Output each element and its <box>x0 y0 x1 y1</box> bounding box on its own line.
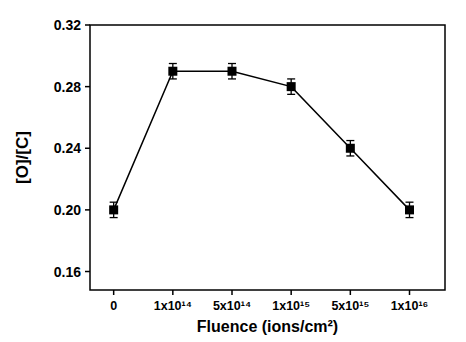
x-tick-label: 5x10¹⁴ <box>213 299 251 313</box>
error-cap <box>228 78 236 79</box>
data-point <box>287 82 296 91</box>
error-cap <box>228 63 236 64</box>
data-point <box>346 144 355 153</box>
error-cap <box>287 94 295 95</box>
error-bar <box>287 79 295 94</box>
data-point <box>228 67 237 76</box>
y-tick <box>85 148 90 150</box>
x-tick-label: 1x10¹⁵ <box>272 299 310 313</box>
x-tick <box>409 290 411 295</box>
data-point <box>168 67 177 76</box>
chart: 0.16 0.20 0.24 0.28 0.32 0 1x10¹⁴ 5x10¹⁴ 1x10¹⁵ 5… <box>0 0 466 342</box>
x-tick <box>172 290 174 295</box>
error-cap <box>287 78 295 79</box>
y-tick-label: 0.24 <box>54 140 81 156</box>
x-tick-label: 5x10¹⁵ <box>331 299 369 313</box>
error-bar <box>406 202 414 217</box>
y-tick-label: 0.28 <box>54 79 81 95</box>
y-axis-label: [O]/[C] <box>13 131 32 184</box>
error-bar <box>169 64 177 79</box>
error-cap <box>169 78 177 79</box>
x-tick <box>290 290 292 295</box>
error-cap <box>346 155 354 156</box>
data-line <box>114 71 410 210</box>
error-bar <box>228 64 236 79</box>
y-tick <box>85 86 90 88</box>
y-tick <box>85 24 90 26</box>
error-cap <box>110 217 118 218</box>
plot-area <box>109 64 414 218</box>
x-tick-label: 1x10¹⁴ <box>154 299 192 313</box>
y-tick-label: 0.20 <box>54 202 81 218</box>
plot-frame <box>90 25 445 290</box>
data-point <box>109 205 118 214</box>
x-tick <box>350 290 352 295</box>
y-tick-label: 0.16 <box>54 264 81 280</box>
y-tick <box>85 271 90 273</box>
error-bar <box>110 202 118 217</box>
x-tick-label: 1x10¹⁶ <box>391 299 429 313</box>
error-bar <box>346 141 354 156</box>
error-cap <box>346 140 354 141</box>
data-point <box>405 205 414 214</box>
error-cap <box>406 217 414 218</box>
error-cap <box>169 63 177 64</box>
x-tick <box>113 290 115 295</box>
error-cap <box>406 202 414 203</box>
x-axis-label: Fluence (ions/cm²) <box>197 318 338 335</box>
y-tick-label: 0.32 <box>54 17 81 33</box>
error-cap <box>110 202 118 203</box>
x-tick-label: 0 <box>110 299 117 313</box>
x-tick <box>231 290 233 295</box>
y-tick <box>85 209 90 211</box>
